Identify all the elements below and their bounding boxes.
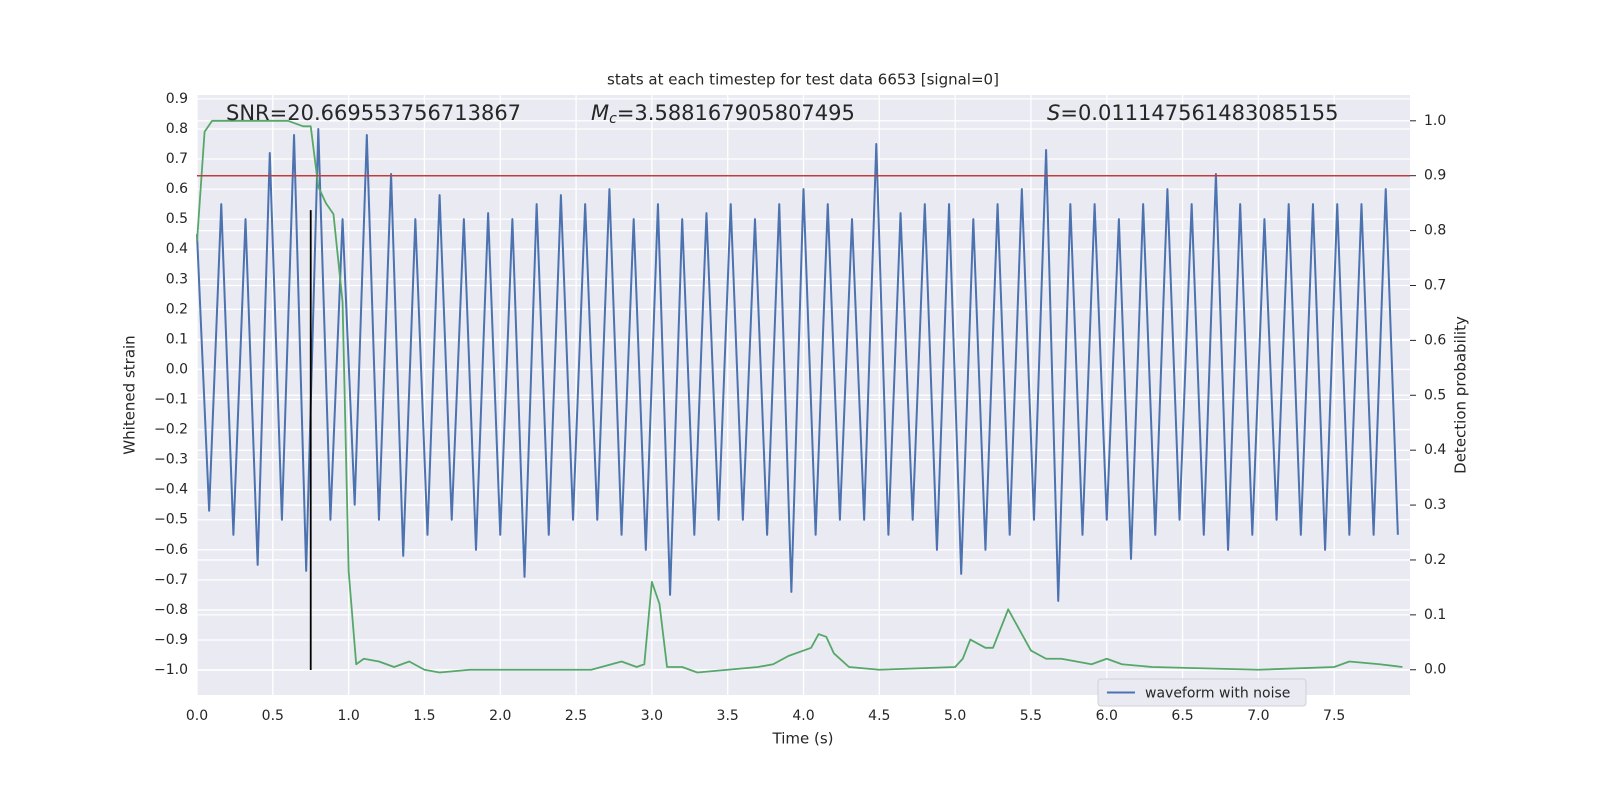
y2-tick-label: 0.2 xyxy=(1424,552,1446,568)
annotation: S=0.011147561483085155 xyxy=(1047,101,1338,125)
x-tick-label: 2.5 xyxy=(565,708,587,724)
x-tick-label: 6.5 xyxy=(1171,708,1193,724)
x-tick-label: 2.0 xyxy=(489,708,511,724)
x-tick-label: 4.0 xyxy=(792,708,814,724)
y-tick-label: 0.3 xyxy=(166,271,188,287)
y2-tick-label: 0.0 xyxy=(1424,662,1446,678)
annotation: SNR=20.669553756713867 xyxy=(226,101,521,125)
y-tick-label: −0.3 xyxy=(154,452,188,468)
y2-tick-label: 0.6 xyxy=(1424,332,1446,348)
x-tick-label: 5.5 xyxy=(1020,708,1042,724)
y2-tick-label: 0.8 xyxy=(1424,223,1446,239)
chart-title: stats at each timestep for test data 665… xyxy=(607,71,999,89)
y-tick-label: 0.6 xyxy=(166,181,188,197)
x-tick-label: 5.0 xyxy=(944,708,966,724)
y2-tick-label: 0.9 xyxy=(1424,168,1446,184)
y-tick-label: −0.6 xyxy=(154,542,188,558)
y-tick-label: 0.5 xyxy=(166,211,188,227)
legend: waveform with noise xyxy=(1097,678,1307,707)
x-tick-label: 6.0 xyxy=(1096,708,1118,724)
annotation-value: SNR=20.669553756713867 xyxy=(226,101,521,125)
x-tick-label: 7.0 xyxy=(1247,708,1269,724)
y-tick-label: −0.4 xyxy=(154,482,188,498)
y-tick-label: 0.0 xyxy=(166,361,188,377)
x-tick-label: 0.5 xyxy=(262,708,284,724)
legend-label: waveform with noise xyxy=(1145,686,1290,702)
y-tick-label: −0.9 xyxy=(154,632,188,648)
y-tick-label: −0.2 xyxy=(154,422,188,438)
legend-box xyxy=(1097,678,1307,707)
y2-tick-label: 0.7 xyxy=(1424,277,1446,293)
y2-tick-label: 0.5 xyxy=(1424,387,1446,403)
y2-axis-label: Detection probability xyxy=(1452,316,1470,474)
x-tick-label: 3.5 xyxy=(717,708,739,724)
series-line xyxy=(196,119,1403,674)
y2-tick-label: 0.3 xyxy=(1424,497,1446,513)
y-tick-label: −0.5 xyxy=(154,512,188,528)
y2-tick-label: 1.0 xyxy=(1424,113,1446,129)
x-tick-label: 1.5 xyxy=(413,708,435,724)
annotation-symbol: S xyxy=(1047,101,1060,125)
annotation-value: =0.011147561483085155 xyxy=(1060,101,1338,125)
y-tick-label: 0.7 xyxy=(166,151,188,167)
x-tick-label: 7.5 xyxy=(1323,708,1345,724)
y-tick-label: −0.1 xyxy=(154,392,188,408)
annotation-symbol: M xyxy=(591,101,609,125)
x-tick-label: 3.0 xyxy=(641,708,663,724)
y-tick-label: −0.7 xyxy=(154,572,188,588)
annotation: Mc=3.588167905807495 xyxy=(591,101,855,127)
x-tick-label: 1.0 xyxy=(337,708,359,724)
x-tick-label: 4.5 xyxy=(868,708,890,724)
y-tick-label: 0.9 xyxy=(166,91,188,107)
y-tick-label: 0.2 xyxy=(166,301,188,317)
x-tick-label: 0.0 xyxy=(186,708,208,724)
annotation-subscript: c xyxy=(609,111,617,127)
y2-tick-label: 0.4 xyxy=(1424,442,1446,458)
series-line xyxy=(196,127,1399,602)
x-axis-label: Time (s) xyxy=(772,730,834,748)
y-tick-label: 0.8 xyxy=(166,121,188,137)
y-tick-label: −1.0 xyxy=(154,662,188,678)
y-tick-label: 0.4 xyxy=(166,241,188,257)
y2-tick-label: 0.1 xyxy=(1424,607,1446,623)
y-tick-label: 0.1 xyxy=(166,331,188,347)
y-tick-label: −0.8 xyxy=(154,602,188,618)
annotation-value: =3.588167905807495 xyxy=(617,101,855,125)
y-axis-label: Whitened strain xyxy=(121,335,139,454)
